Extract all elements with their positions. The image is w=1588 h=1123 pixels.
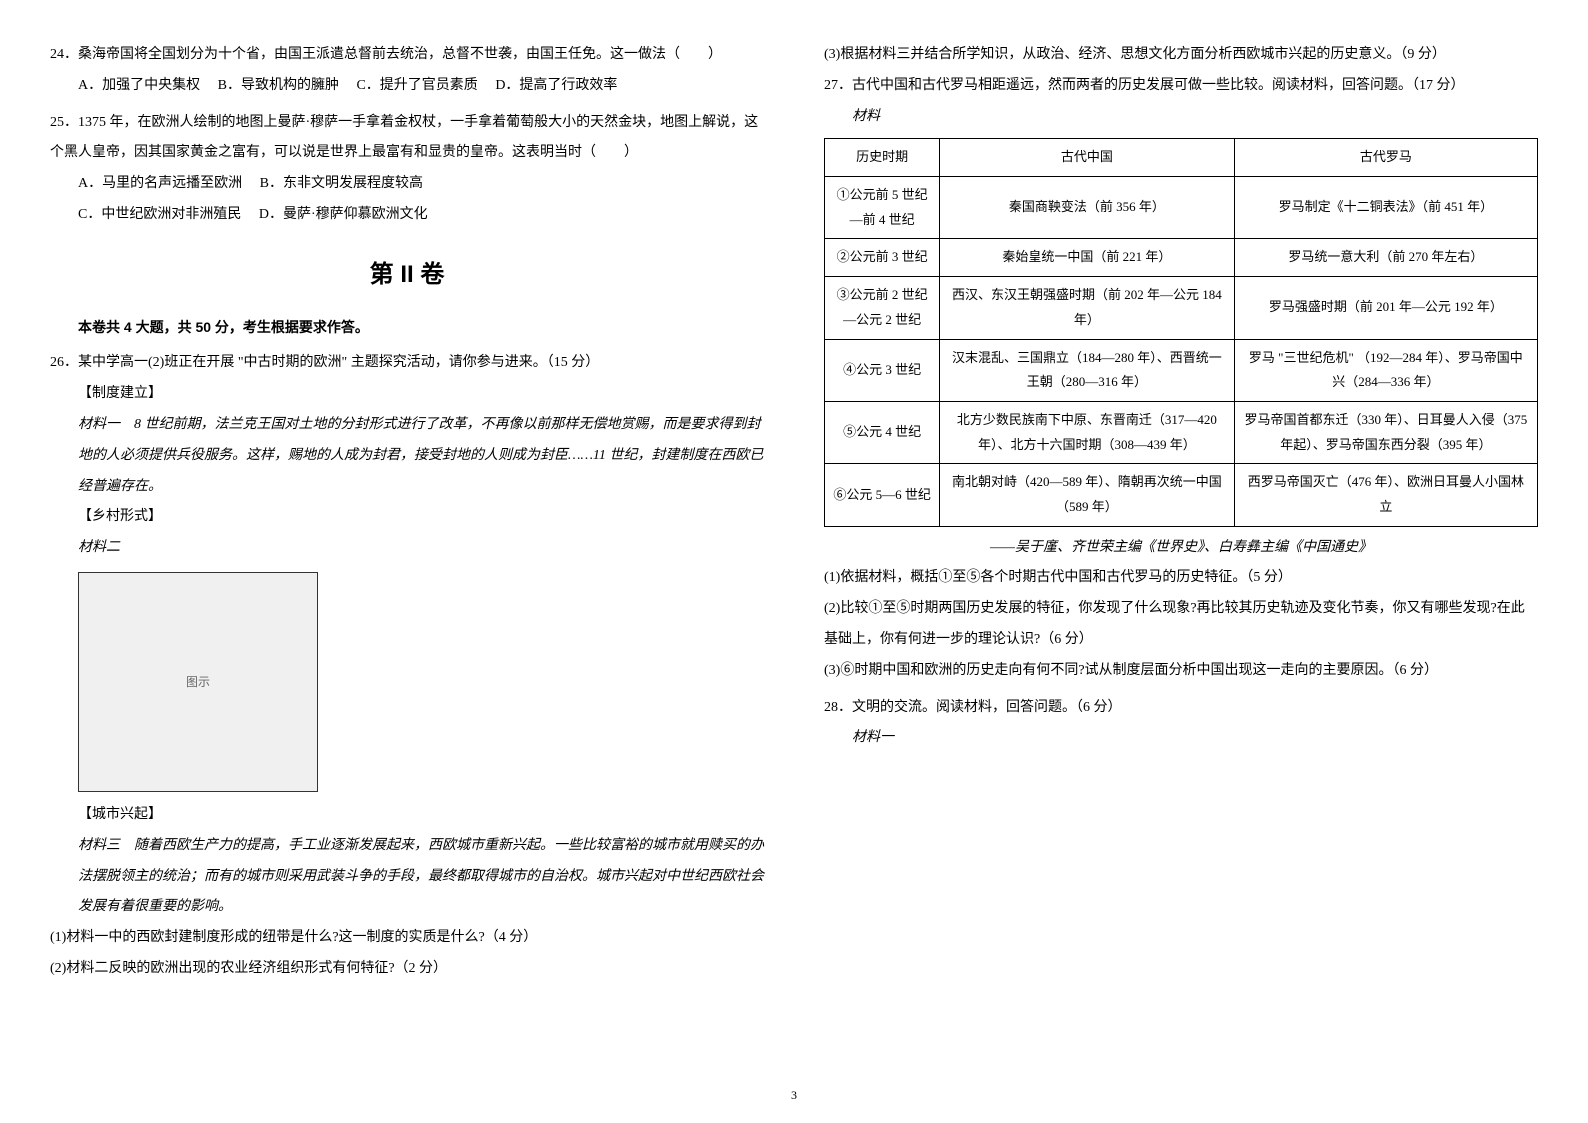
q25-opt-c: C．中世纪欧洲对非洲殖民	[78, 207, 241, 222]
th-period: 历史时期	[825, 139, 940, 177]
q25-stem: 25．1375 年，在欧洲人绘制的地图上曼萨·穆萨一手拿着金权杖，一手拿着葡萄般…	[50, 108, 764, 170]
q28-intro: 28．文明的交流。阅读材料，回答问题。（6 分）	[824, 693, 1538, 724]
q24-opt-c: C．提升了官员素质	[356, 78, 477, 93]
table-cell: 秦国商鞅变法（前 356 年）	[940, 177, 1234, 239]
q26-mat1-text: 8 世纪前期，法兰克王国对土地的分封形式进行了改革，不再像以前那样无偿地赏赐，而…	[78, 417, 763, 494]
q26-sub1: 【制度建立】	[50, 379, 764, 410]
comparison-table: 历史时期 古代中国 古代罗马 ①公元前 5 世纪—前 4 世纪秦国商鞅变法（前 …	[824, 138, 1538, 526]
q24-options-row1: A．加强了中央集权 B．导致机构的臃肿 C．提升了官员素质 D．提高了行政效率	[50, 71, 764, 102]
q24-text: 桑海帝国将全国划分为十个省，由国王派遣总督前去统治，总督不世袭，由国王任免。这一…	[78, 47, 722, 62]
table-cell: ⑥公元 5—6 世纪	[825, 464, 940, 526]
q28-number: 28．	[824, 700, 852, 715]
table-row: ②公元前 3 世纪秦始皇统一中国（前 221 年）罗马统一意大利（前 270 年…	[825, 239, 1538, 277]
th-rome: 古代罗马	[1234, 139, 1537, 177]
table-cell: 罗马强盛时期（前 201 年—公元 192 年）	[1234, 277, 1537, 339]
table-row: ⑥公元 5—6 世纪南北朝对峙（420—589 年）、隋朝再次统一中国（589 …	[825, 464, 1538, 526]
q26-intro-text: 某中学高一(2)班正在开展 "中古时期的欧洲" 主题探究活动，请你参与进来。（1…	[78, 355, 599, 370]
q26-subq2: (2)材料二反映的欧洲出现的农业经济组织形式有何特征?（2 分）	[50, 954, 764, 985]
table-cell: 西罗马帝国灭亡（476 年）、欧洲日耳曼人小国林立	[1234, 464, 1537, 526]
q27-material-label: 材料	[824, 102, 1538, 133]
left-column: 24．桑海帝国将全国划分为十个省，由国王派遣总督前去统治，总督不世袭，由国王任免…	[50, 40, 764, 1083]
q25-number: 25．	[50, 115, 78, 130]
table-row: ④公元 3 世纪汉末混乱、三国鼎立（184—280 年）、西晋统一王朝（280—…	[825, 339, 1538, 401]
table-cell: 西汉、东汉王朝强盛时期（前 202 年—公元 184 年）	[940, 277, 1234, 339]
section-2-title: 第 II 卷	[50, 249, 764, 302]
right-column: (3)根据材料三并结合所学知识，从政治、经济、思想文化方面分析西欧城市兴起的历史…	[824, 40, 1538, 1083]
q28-intro-text: 文明的交流。阅读材料，回答问题。（6 分）	[852, 700, 1122, 715]
table-cell: 罗马制定《十二铜表法》（前 451 年）	[1234, 177, 1537, 239]
section-2-note: 本卷共 4 大题，共 50 分，考生根据要求作答。	[50, 312, 764, 343]
q27-subq1: (1)依据材料，概括①至⑤各个时期古代中国和古代罗马的历史特征。（5 分）	[824, 563, 1538, 594]
material-2-image	[78, 572, 318, 792]
q26-mat2-label: 材料二	[50, 533, 764, 564]
question-26: 26．某中学高一(2)班正在开展 "中古时期的欧洲" 主题探究活动，请你参与进来…	[50, 348, 764, 984]
q26-subq1: (1)材料一中的西欧封建制度形成的纽带是什么?这一制度的实质是什么?（4 分）	[50, 923, 764, 954]
q26-material1: 材料一 8 世纪前期，法兰克王国对土地的分封形式进行了改革，不再像以前那样无偿地…	[50, 410, 764, 502]
table-cell: 罗马帝国首都东迁（330 年）、日耳曼人入侵（375 年起）、罗马帝国东西分裂（…	[1234, 401, 1537, 463]
table-cell: ③公元前 2 世纪—公元 2 世纪	[825, 277, 940, 339]
q25-options-row1: A．马里的名声远播至欧洲 B．东非文明发展程度较高	[50, 169, 764, 200]
question-25: 25．1375 年，在欧洲人绘制的地图上曼萨·穆萨一手拿着金权杖，一手拿着葡萄般…	[50, 108, 764, 231]
q28-material-label: 材料一	[824, 723, 1538, 754]
q27-source: ——吴于廑、齐世荣主编《世界史》、白寿彝主编《中国通史》	[824, 533, 1538, 564]
table-cell: 罗马 "三世纪危机" （192—284 年）、罗马帝国中兴（284—336 年）	[1234, 339, 1537, 401]
q26-subq3: (3)根据材料三并结合所学知识，从政治、经济、思想文化方面分析西欧城市兴起的历史…	[824, 40, 1538, 71]
table-cell: 北方少数民族南下中原、东晋南迁（317—420 年）、北方十六国时期（308—4…	[940, 401, 1234, 463]
q27-subq2: (2)比较①至⑤时期两国历史发展的特征，你发现了什么现象?再比较其历史轨迹及变化…	[824, 594, 1538, 656]
question-28: 28．文明的交流。阅读材料，回答问题。（6 分） 材料一	[824, 693, 1538, 755]
q25-options-row2: C．中世纪欧洲对非洲殖民 D．曼萨·穆萨仰慕欧洲文化	[50, 200, 764, 231]
q27-intro-text: 古代中国和古代罗马相距遥远，然而两者的历史发展可做一些比较。阅读材料，回答问题。…	[852, 78, 1465, 93]
table-cell: ⑤公元 4 世纪	[825, 401, 940, 463]
q26-sub2: 【乡村形式】	[50, 502, 764, 533]
table-row: ①公元前 5 世纪—前 4 世纪秦国商鞅变法（前 356 年）罗马制定《十二铜表…	[825, 177, 1538, 239]
table-cell: 南北朝对峙（420—589 年）、隋朝再次统一中国（589 年）	[940, 464, 1234, 526]
q26-mat3-text: 随着西欧生产力的提高，手工业逐渐发展起来，西欧城市重新兴起。一些比较富裕的城市就…	[78, 838, 764, 915]
table-cell: ①公元前 5 世纪—前 4 世纪	[825, 177, 940, 239]
q26-material3: 材料三 随着西欧生产力的提高，手工业逐渐发展起来，西欧城市重新兴起。一些比较富裕…	[50, 831, 764, 923]
q25-text: 1375 年，在欧洲人绘制的地图上曼萨·穆萨一手拿着金权杖，一手拿着葡萄般大小的…	[50, 115, 758, 161]
th-china: 古代中国	[940, 139, 1234, 177]
table-cell: 汉末混乱、三国鼎立（184—280 年）、西晋统一王朝（280—316 年）	[940, 339, 1234, 401]
table-header-row: 历史时期 古代中国 古代罗马	[825, 139, 1538, 177]
q26-intro: 26．某中学高一(2)班正在开展 "中古时期的欧洲" 主题探究活动，请你参与进来…	[50, 348, 764, 379]
q27-number: 27．	[824, 78, 852, 93]
question-24: 24．桑海帝国将全国划分为十个省，由国王派遣总督前去统治，总督不世袭，由国王任免…	[50, 40, 764, 102]
page-number: 3	[791, 1082, 797, 1108]
table-cell: 秦始皇统一中国（前 221 年）	[940, 239, 1234, 277]
q26-mat3-label: 材料三	[78, 838, 120, 853]
q24-opt-b: B．导致机构的臃肿	[218, 78, 339, 93]
q27-subq3: (3)⑥时期中国和欧洲的历史走向有何不同?试从制度层面分析中国出现这一走向的主要…	[824, 656, 1538, 687]
question-27: 27．古代中国和古代罗马相距遥远，然而两者的历史发展可做一些比较。阅读材料，回答…	[824, 71, 1538, 687]
q27-intro: 27．古代中国和古代罗马相距遥远，然而两者的历史发展可做一些比较。阅读材料，回答…	[824, 71, 1538, 102]
q24-stem: 24．桑海帝国将全国划分为十个省，由国王派遣总督前去统治，总督不世袭，由国王任免…	[50, 40, 764, 71]
q26-number: 26．	[50, 355, 78, 370]
table-cell: ④公元 3 世纪	[825, 339, 940, 401]
table-cell: 罗马统一意大利（前 270 年左右）	[1234, 239, 1537, 277]
q25-opt-d: D．曼萨·穆萨仰慕欧洲文化	[259, 207, 428, 222]
q24-opt-a: A．加强了中央集权	[78, 78, 200, 93]
table-row: ③公元前 2 世纪—公元 2 世纪西汉、东汉王朝强盛时期（前 202 年—公元 …	[825, 277, 1538, 339]
q25-opt-b: B．东非文明发展程度较高	[260, 176, 423, 191]
table-row: ⑤公元 4 世纪北方少数民族南下中原、东晋南迁（317—420 年）、北方十六国…	[825, 401, 1538, 463]
q24-number: 24．	[50, 47, 78, 62]
table-cell: ②公元前 3 世纪	[825, 239, 940, 277]
q25-opt-a: A．马里的名声远播至欧洲	[78, 176, 242, 191]
q26-sub3: 【城市兴起】	[50, 800, 764, 831]
q24-opt-d: D．提高了行政效率	[495, 78, 617, 93]
q26-mat1-label: 材料一	[78, 417, 120, 432]
